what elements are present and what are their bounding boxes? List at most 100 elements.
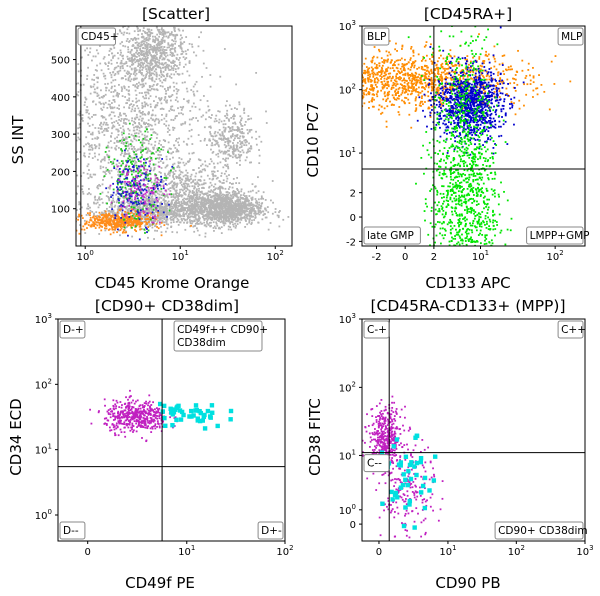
data-point <box>181 185 184 188</box>
data-point <box>131 60 134 63</box>
data-point <box>157 64 160 67</box>
data-point <box>176 207 179 209</box>
data-point <box>257 205 259 208</box>
data-point <box>164 77 167 80</box>
data-point <box>211 212 213 215</box>
data-point <box>198 216 201 219</box>
data-point <box>114 73 117 75</box>
data-point <box>227 167 230 170</box>
data-point <box>177 141 180 144</box>
data-point <box>237 205 240 208</box>
data-point <box>224 115 227 117</box>
data-point <box>161 73 163 76</box>
data-point <box>170 32 173 35</box>
data-point <box>139 186 142 189</box>
data-point <box>248 207 251 210</box>
data-point <box>79 208 82 210</box>
data-point <box>104 83 107 85</box>
data-point <box>231 183 233 185</box>
data-point <box>188 195 191 198</box>
data-point <box>111 228 114 231</box>
data-point <box>228 147 231 150</box>
data-point <box>115 212 118 215</box>
data-point <box>212 175 215 178</box>
data-point <box>249 217 251 220</box>
data-point <box>165 165 168 168</box>
data-point <box>160 201 163 204</box>
data-point <box>148 210 151 213</box>
data-point <box>209 158 212 161</box>
data-point <box>151 114 154 116</box>
data-point <box>99 184 102 187</box>
data-point <box>130 208 133 211</box>
data-point <box>207 210 210 213</box>
data-point <box>144 59 146 62</box>
data-point <box>160 98 163 101</box>
data-point <box>160 167 163 169</box>
data-point <box>219 192 222 195</box>
data-point <box>151 77 154 80</box>
data-point <box>191 215 193 218</box>
data-point <box>107 68 110 70</box>
data-point <box>102 166 105 169</box>
data-point <box>239 164 241 166</box>
data-point <box>143 101 146 104</box>
data-point <box>135 59 138 62</box>
data-point <box>155 84 158 86</box>
data-point <box>167 196 169 199</box>
data-point <box>134 89 137 92</box>
data-point <box>186 188 189 191</box>
data-point <box>241 149 244 152</box>
data-point <box>147 67 150 70</box>
data-point <box>149 163 151 165</box>
data-point <box>232 151 234 154</box>
data-point <box>187 101 190 104</box>
data-point <box>197 215 200 218</box>
data-point <box>179 210 182 213</box>
data-point <box>156 104 159 107</box>
data-point <box>135 56 138 58</box>
data-point <box>115 66 118 69</box>
data-point <box>40 69 42 71</box>
data-point <box>114 79 117 81</box>
data-point <box>236 212 239 215</box>
data-point <box>240 217 243 219</box>
data-point <box>176 210 179 213</box>
data-point <box>159 160 162 163</box>
data-point <box>182 215 185 217</box>
data-point <box>148 68 151 71</box>
data-point <box>193 185 196 188</box>
data-point <box>183 203 186 205</box>
data-point <box>141 217 143 220</box>
data-point <box>188 219 191 221</box>
data-point <box>119 53 122 56</box>
data-point <box>151 213 154 216</box>
data-point <box>242 210 245 213</box>
data-point <box>180 108 183 111</box>
data-point <box>230 198 233 201</box>
data-point <box>150 48 153 51</box>
data-point <box>95 76 98 79</box>
data-point <box>173 178 175 180</box>
data-point <box>162 29 165 31</box>
data-point <box>124 96 127 98</box>
data-point <box>248 221 251 224</box>
data-point <box>165 215 167 218</box>
data-point <box>142 27 145 29</box>
data-point <box>180 53 183 56</box>
data-point <box>186 172 189 174</box>
data-point <box>200 164 202 167</box>
data-point <box>188 160 191 162</box>
data-point <box>160 52 163 55</box>
data-point <box>206 165 209 168</box>
data-point <box>184 174 187 177</box>
data-point <box>148 37 151 40</box>
data-point <box>111 107 114 110</box>
data-point <box>123 69 126 72</box>
data-point <box>221 131 224 134</box>
data-point <box>208 217 211 219</box>
data-point <box>172 176 175 179</box>
data-point <box>180 207 182 210</box>
data-point <box>170 196 173 198</box>
data-point <box>193 207 196 210</box>
